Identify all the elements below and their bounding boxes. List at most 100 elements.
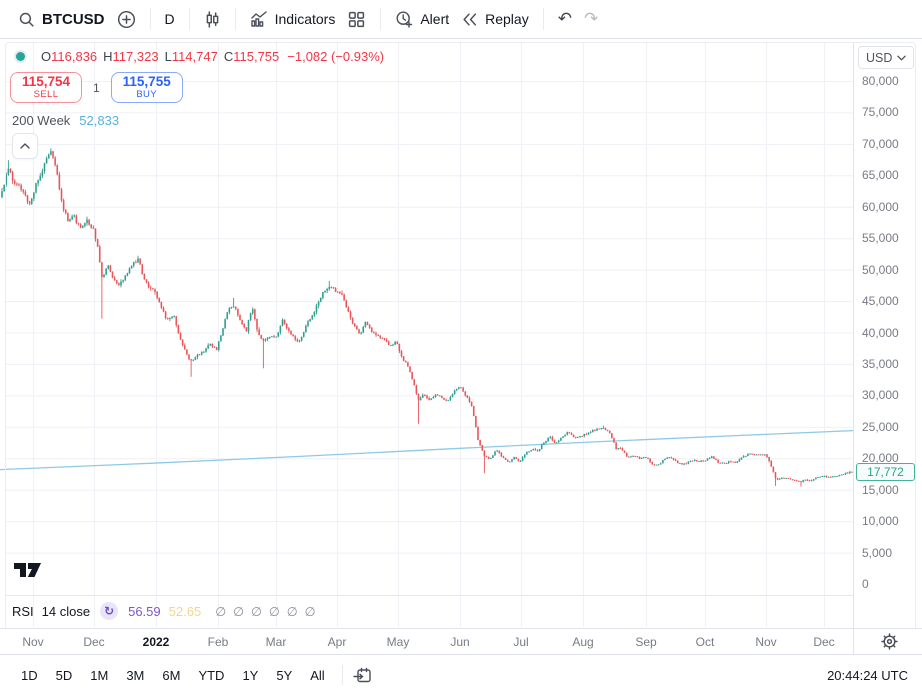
date-range-buttons: 1D 5D 1M 3M 6M YTD 1Y 5Y All	[14, 664, 332, 687]
open-label: O	[41, 49, 52, 64]
price-axis-label: 40,000	[862, 325, 899, 340]
price-axis-label: 50,000	[862, 262, 899, 277]
collapse-legend-button[interactable]	[12, 133, 38, 159]
ohlc-legend: O116,836 H117,323 L114,747 C115,755 −1,082 (…	[16, 49, 384, 64]
price-axis-label: 45,000	[862, 294, 899, 309]
time-axis-label: Feb	[207, 635, 229, 649]
indicators-label: Indicators	[274, 11, 336, 27]
toolbar-separator	[380, 8, 382, 30]
chart-style-button[interactable]	[198, 7, 227, 32]
interval-button[interactable]: D	[159, 7, 181, 31]
symbol-search-button[interactable]: BTCUSD	[12, 7, 111, 32]
open-value: 116,836	[51, 49, 98, 64]
trade-buttons: 115,754 SELL 1 115,755 BUY	[10, 72, 183, 103]
time-axis[interactable]: Nov Dec 2022 Feb Mar Apr May Jun Jul Aug Sep Oct Nov…	[0, 628, 922, 655]
compare-add-icon[interactable]	[111, 10, 142, 29]
time-axis-label: Dec	[813, 635, 835, 649]
toolbar-separator	[234, 8, 236, 30]
buy-button[interactable]: 115,755 BUY	[110, 72, 183, 103]
time-axis-label: Sep	[635, 635, 657, 649]
sell-button[interactable]: 115,754 SELL	[10, 72, 82, 103]
range-button-1d[interactable]: 1D	[21, 667, 38, 683]
rsi-params: 14 close	[41, 603, 91, 619]
interval-label: D	[164, 11, 175, 27]
utc-clock: 20:44:24 UTC	[827, 667, 908, 683]
redo-button[interactable]: ↷	[583, 9, 599, 28]
range-button-1m[interactable]: 1M	[90, 667, 109, 683]
empty-value-icon: ∅	[286, 604, 298, 619]
layout-grid-icon[interactable]	[341, 11, 372, 28]
time-axis-label: 2022	[142, 635, 170, 649]
price-axis[interactable]: USD 80,000 75,000 70,000 65,000 60,000 55,000…	[853, 42, 916, 628]
close-value: 115,755	[233, 49, 280, 64]
high-value: 117,323	[112, 49, 159, 64]
last-price-badge: 17,772	[856, 463, 915, 482]
toolbar-separator	[542, 8, 544, 30]
time-axis-label: Apr	[327, 635, 347, 649]
chevron-down-icon	[897, 55, 906, 61]
buy-price: 115,755	[122, 74, 171, 90]
rsi-legend: RSI 14 close ↻ 56.59 52.65 ∅ ∅ ∅ ∅ ∅ ∅	[12, 598, 316, 624]
range-button-ytd[interactable]: YTD	[198, 667, 225, 683]
time-axis-separator	[853, 629, 854, 655]
sell-price: 115,754	[21, 74, 71, 90]
undo-button[interactable]: ↶	[557, 9, 572, 28]
price-axis-label: 60,000	[862, 199, 899, 214]
symbol-name: BTCUSD	[42, 10, 105, 28]
indicators-icon	[250, 10, 268, 28]
range-button-6m[interactable]: 6M	[162, 667, 181, 683]
time-axis-label: Nov	[755, 635, 777, 649]
currency-dropdown[interactable]: USD	[858, 46, 914, 69]
tradingview-logo[interactable]	[14, 560, 44, 585]
rsi-loading-icon: ↻	[100, 602, 119, 620]
high-label: H	[103, 49, 113, 64]
price-axis-label: 75,000	[862, 105, 899, 120]
price-axis-label: 70,000	[862, 136, 899, 151]
rsi-value: 56.59	[128, 603, 161, 619]
alert-clock-icon	[395, 10, 413, 28]
replay-button[interactable]: Replay	[455, 7, 535, 32]
low-value: 114,747	[171, 49, 218, 64]
price-axis-label: 15,000	[862, 482, 899, 497]
time-axis-label: Jun	[450, 635, 470, 649]
close-label: C	[223, 49, 234, 64]
price-axis-label: 25,000	[862, 419, 899, 434]
indicators-button[interactable]: Indicators	[244, 6, 342, 32]
price-axis-label: 20,000	[862, 451, 899, 466]
axis-settings-button[interactable]	[881, 633, 898, 655]
price-axis-label: 80,000	[862, 74, 899, 88]
time-axis-label: Oct	[695, 635, 715, 649]
ma-legend: 200 Week 52,833	[12, 113, 119, 128]
replay-label: Replay	[485, 11, 529, 27]
price-axis-label: 30,000	[862, 388, 899, 403]
range-button-all[interactable]: All	[310, 667, 325, 683]
time-axis-label: Jul	[513, 635, 529, 649]
ma-name: 200 Week	[12, 113, 71, 128]
go-to-date-icon[interactable]	[353, 667, 372, 684]
replay-icon	[461, 11, 478, 28]
pane-divider[interactable]	[6, 595, 916, 596]
price-axis-label: 5,000	[862, 545, 893, 560]
toolbar-separator	[149, 8, 151, 30]
currency-label: USD	[866, 50, 893, 65]
alert-button[interactable]: Alert	[389, 6, 455, 32]
range-button-5y[interactable]: 5Y	[276, 667, 293, 683]
empty-value-icon: ∅	[215, 604, 227, 619]
bottom-toolbar: 1D 5D 1M 3M 6M YTD 1Y 5Y All 20:44:24 UTC	[0, 655, 922, 695]
change-value: −1,082 (−0.93%)	[287, 49, 385, 64]
candles-icon	[204, 10, 221, 28]
alert-label: Alert	[420, 11, 450, 27]
range-button-5d[interactable]: 5D	[55, 667, 73, 683]
rsi-title: RSI	[12, 603, 34, 619]
gear-icon	[881, 633, 898, 650]
spread-value: 1	[93, 80, 100, 95]
toolbar-separator	[188, 8, 190, 30]
time-axis-label: Nov	[22, 635, 44, 649]
market-status-dot	[16, 52, 25, 61]
range-button-1y[interactable]: 1Y	[242, 667, 259, 683]
buy-label: BUY	[136, 88, 158, 100]
rsi-empty-values: ∅ ∅ ∅ ∅ ∅ ∅	[215, 604, 315, 619]
footer-separator	[341, 665, 343, 685]
range-button-3m[interactable]: 3M	[126, 667, 145, 683]
